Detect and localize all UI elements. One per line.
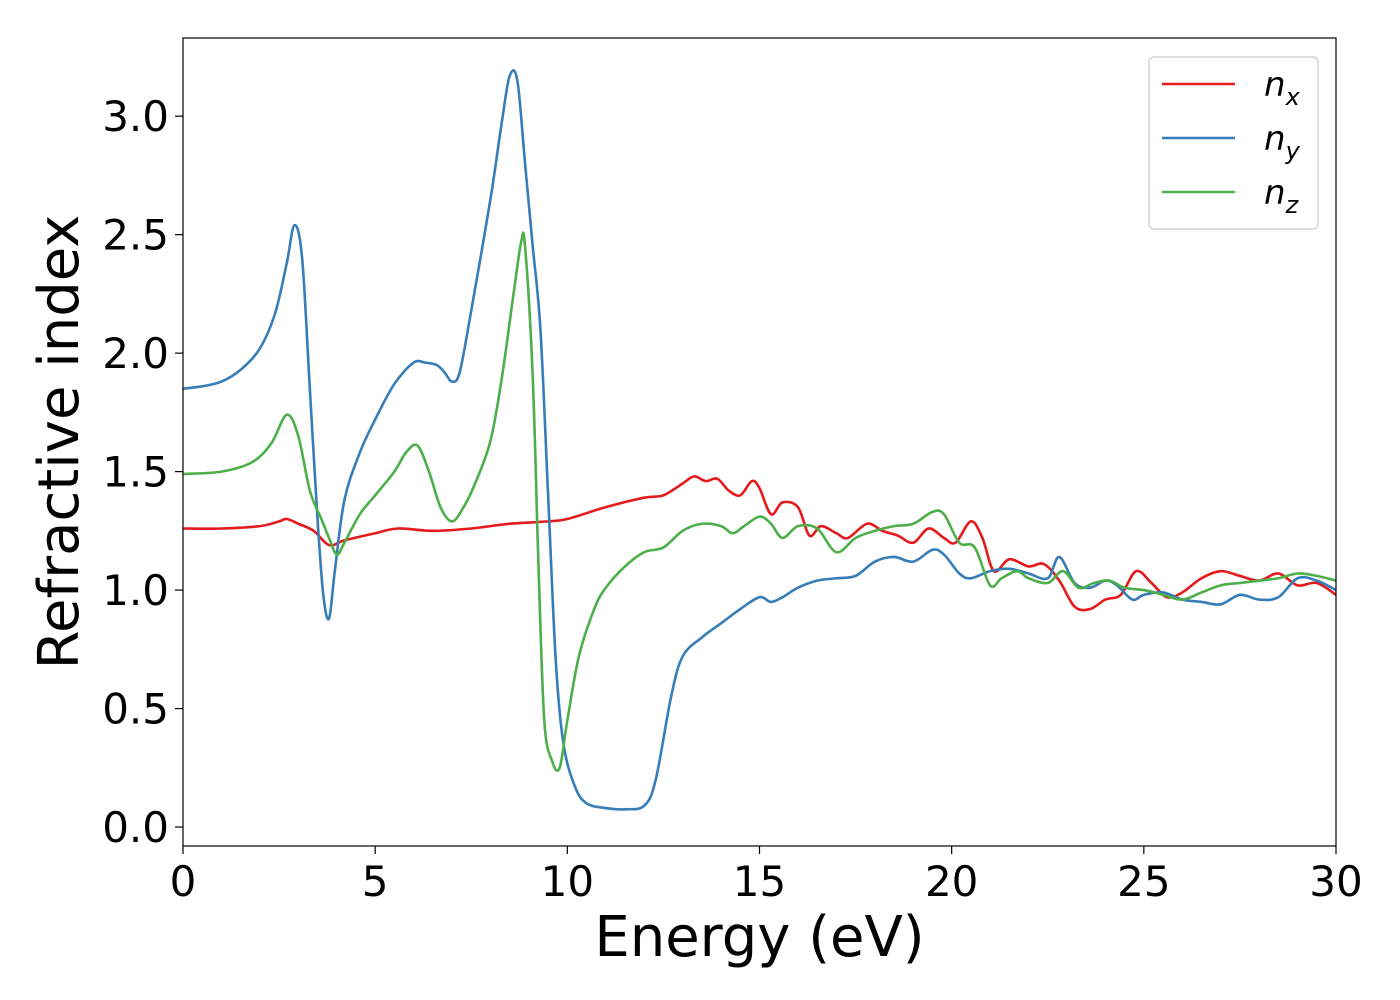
- legend-label: nx: [1264, 65, 1301, 111]
- series-line-n-y: [183, 68, 1336, 811]
- y-tick-label: 0.0: [102, 803, 169, 852]
- plot-series: [183, 68, 1336, 811]
- x-tick-label: 25: [1117, 857, 1170, 906]
- y-axis-ticks: 0.0 0.5 1.0 1.5 2.0 2.5 3.0: [102, 92, 183, 852]
- legend-label: nz: [1264, 173, 1300, 219]
- x-axis-ticks: 0 5 10 15 20 25 30: [170, 846, 1363, 906]
- y-tick-label: 0.5: [102, 685, 169, 734]
- y-tick-label: 2.0: [102, 329, 169, 378]
- y-tick-label: 2.5: [102, 211, 169, 260]
- y-axis-title: Refractive index: [27, 215, 92, 670]
- x-tick-label: 30: [1309, 857, 1362, 906]
- x-tick-label: 15: [733, 857, 786, 906]
- plot-frame: [182, 37, 1337, 847]
- legend: nx ny nz: [1148, 56, 1319, 230]
- y-tick-label: 1.0: [102, 566, 169, 615]
- x-tick-label: 20: [925, 857, 978, 906]
- x-tick-label: 0: [170, 857, 197, 906]
- x-tick-label: 5: [362, 857, 389, 906]
- y-tick-label: 3.0: [102, 92, 169, 141]
- y-tick-label: 1.5: [102, 448, 169, 497]
- series-line-n-z: [183, 231, 1336, 772]
- legend-box: [1148, 56, 1319, 230]
- series-line-n-x: [183, 475, 1336, 612]
- x-axis-title: Energy (eV): [594, 905, 924, 970]
- x-tick-label: 10: [541, 857, 594, 906]
- legend-label: ny: [1264, 119, 1301, 165]
